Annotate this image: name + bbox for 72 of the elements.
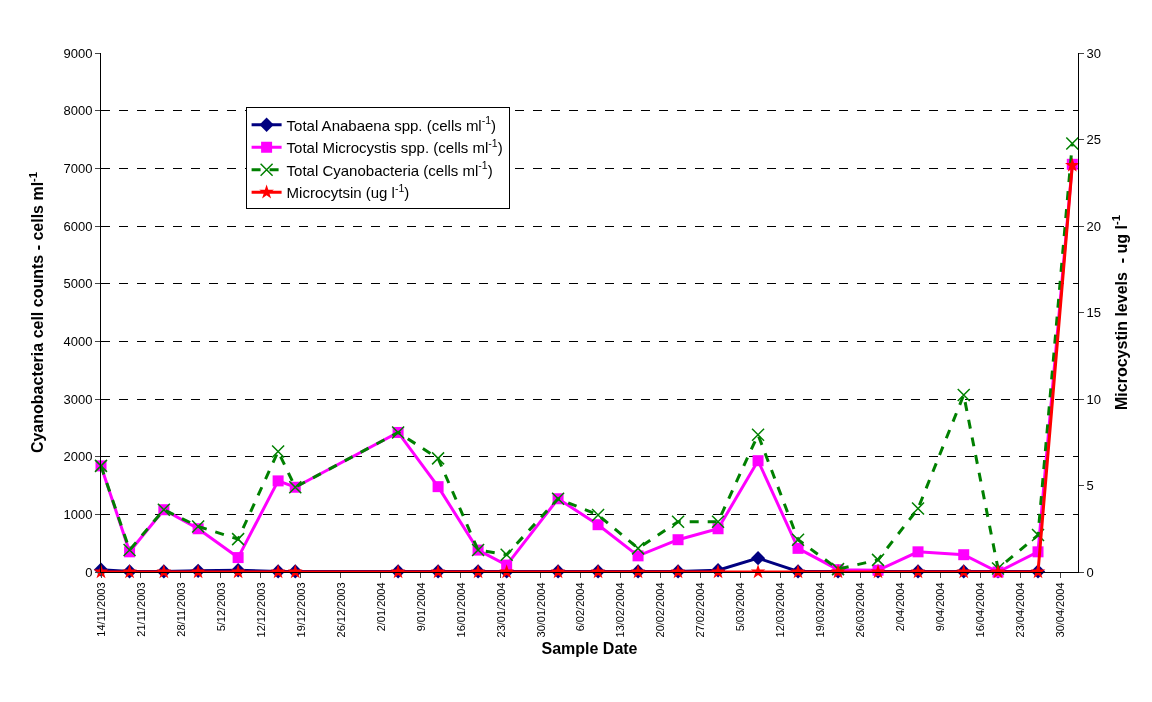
y-tick-label: 2000 (63, 449, 93, 465)
point (751, 428, 765, 442)
point (272, 475, 284, 487)
legend-label: Microcytsin (ug l$^{-1}$) (286, 181, 410, 202)
point (871, 553, 885, 567)
x-tick-label: 20/02/2004 (654, 582, 667, 638)
x-tick-label: 16/01/2004 (454, 582, 467, 638)
y2-tick-label: 20 (1086, 218, 1102, 234)
x-tick-label: 30/01/2004 (534, 582, 547, 638)
point (671, 515, 685, 529)
point (791, 532, 805, 547)
x-tick-label: 2/01/2004 (374, 582, 387, 632)
x-tick-label: 28/11/2003 (174, 582, 187, 637)
y2-tick-label: 10 (1086, 391, 1102, 407)
x-tick-label: 2/04/2004 (894, 582, 907, 632)
y2-tick-label: 15 (1086, 305, 1102, 321)
point (750, 551, 766, 566)
y-tick-label: 9000 (63, 45, 93, 61)
x-tick-label: 9/04/2004 (934, 582, 947, 632)
point (231, 532, 245, 546)
point (792, 542, 804, 554)
y-tick-label: 4000 (63, 333, 93, 349)
y2-tick-label: 5 (1086, 478, 1094, 494)
point (631, 541, 645, 556)
x-tick-label: 12/12/2003 (254, 582, 267, 638)
legend-label: Total Anabaena spp. (cells ml$^{-1}$) (286, 114, 497, 134)
x-tick-label: 6/02/2004 (574, 582, 587, 632)
x-tick-label: 16/04/2004 (974, 582, 987, 638)
point (958, 549, 970, 561)
x-tick-label: 5/12/2003 (214, 582, 227, 632)
y-tick-label: 3000 (63, 391, 93, 407)
x-tick-label: 12/03/2004 (774, 582, 787, 638)
y2-tick-label: 25 (1086, 132, 1102, 148)
x-tick-label: 21/11/2003 (134, 582, 147, 637)
point (499, 547, 514, 562)
x-tick-label: 14/11/2003 (94, 582, 107, 637)
x-tick-label: 13/02/2004 (614, 582, 627, 638)
point (232, 552, 244, 564)
y2-tick-label: 0 (1086, 564, 1094, 580)
point (956, 388, 971, 402)
x-tick-label: 9/01/2004 (414, 582, 427, 632)
y-tick-label: 5000 (63, 276, 93, 292)
x-axis-title: Sample Date (541, 640, 638, 658)
x-tick-label: 5/03/2004 (734, 582, 747, 632)
point (672, 534, 684, 546)
point (592, 519, 604, 531)
x-tick-label: 30/04/2004 (1054, 582, 1067, 638)
y-tick-label: 7000 (63, 160, 93, 176)
y-tick-label: 8000 (63, 103, 93, 119)
x-tick-label: 19/12/2003 (294, 582, 307, 638)
point (752, 455, 764, 467)
point (912, 546, 924, 558)
point (711, 515, 725, 529)
x-tick-label: 27/02/2004 (694, 582, 707, 638)
x-tick-label: 26/12/2003 (334, 582, 347, 638)
point (431, 451, 445, 466)
point (271, 444, 285, 459)
point (191, 519, 205, 534)
y-tick-label: 6000 (63, 218, 93, 234)
y-tick-label: 1000 (63, 506, 93, 522)
legend-label: Total Microcystis spp. (cells ml$^{-1}$) (286, 136, 503, 157)
point (432, 481, 444, 493)
point (591, 508, 605, 522)
point (1065, 136, 1080, 151)
x-tick-label: 23/04/2004 (1014, 582, 1027, 638)
x-tick-label: 26/03/2004 (854, 582, 867, 638)
point (911, 501, 925, 516)
y2-tick-label: 30 (1086, 45, 1102, 61)
y-tick-label: 0 (85, 564, 93, 580)
legend-label: Total Cyanobacteria (cells ml$^{-1}$) (286, 159, 493, 179)
x-tick-label: 19/03/2004 (814, 582, 827, 638)
x-tick-label: 23/01/2004 (494, 582, 507, 638)
